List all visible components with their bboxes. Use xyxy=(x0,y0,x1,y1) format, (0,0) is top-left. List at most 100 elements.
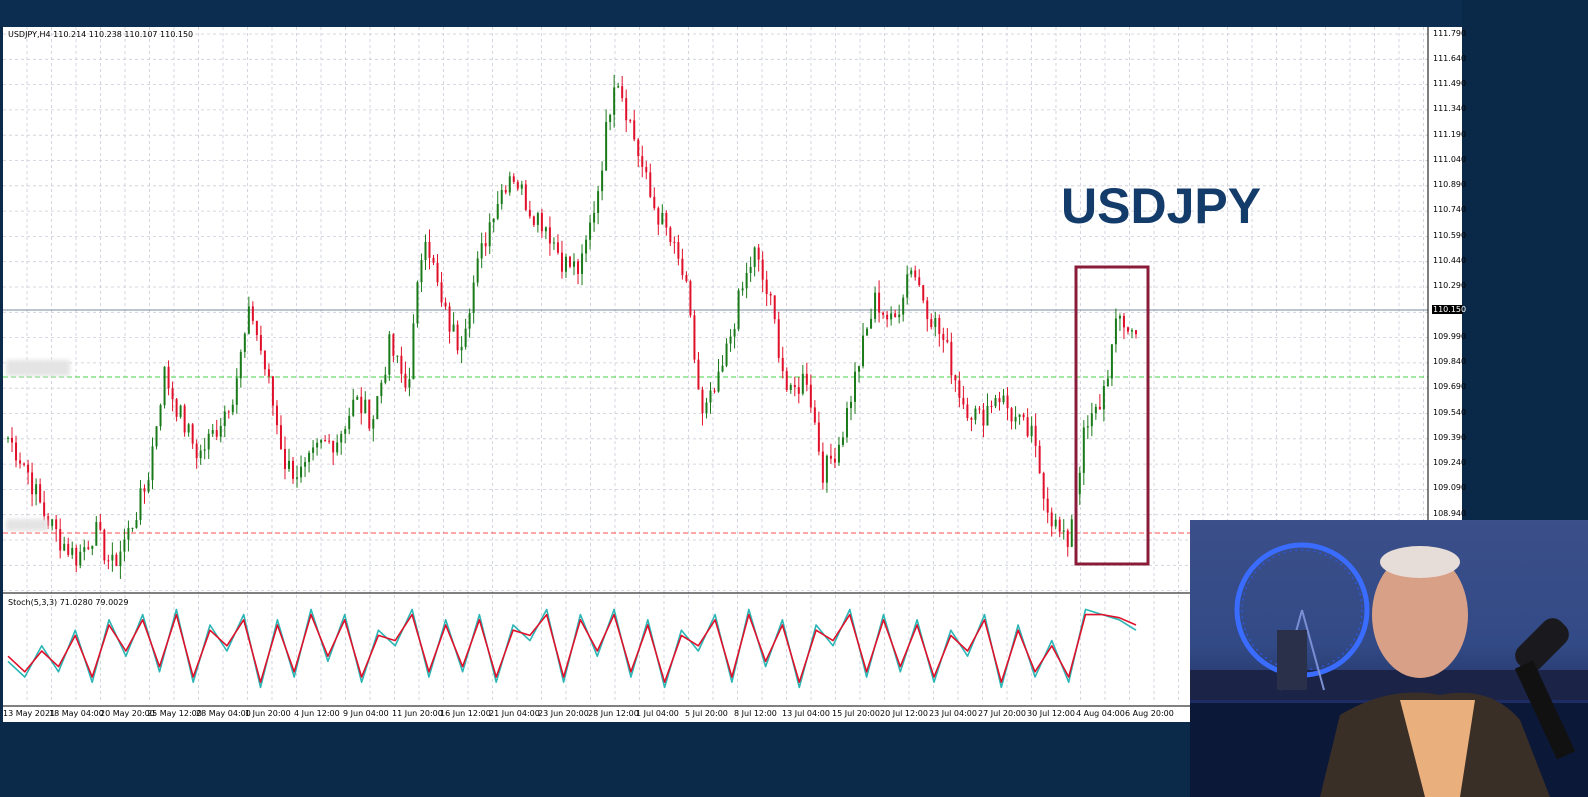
candle-bull xyxy=(287,460,290,469)
candle-bear xyxy=(400,355,403,374)
candle-bull xyxy=(476,258,479,283)
candle-bull xyxy=(316,442,319,448)
candle-bull xyxy=(1078,472,1081,495)
candle-bear xyxy=(43,502,46,517)
candle-bear xyxy=(1034,425,1037,446)
candle-bull xyxy=(1054,519,1057,527)
date-tick: 8 Jul 12:00 xyxy=(734,709,777,718)
candle-bull xyxy=(500,190,503,204)
candle-bear xyxy=(11,437,14,443)
candle-bear xyxy=(1122,315,1125,328)
candle-bull xyxy=(91,545,94,549)
price-tick: 109.240 xyxy=(1433,458,1467,467)
candle-bull xyxy=(898,314,901,318)
stoch-lines xyxy=(7,608,1137,689)
candle-bull xyxy=(1094,406,1097,414)
price-tick: 109.390 xyxy=(1433,433,1467,442)
candle-bull xyxy=(35,484,38,495)
candle-bull xyxy=(7,437,9,439)
date-tick: 18 May 04:00 xyxy=(49,709,104,718)
candle-bear xyxy=(183,405,186,433)
candle-bear xyxy=(360,396,363,414)
candle-bull xyxy=(841,437,844,445)
candle-bull xyxy=(243,333,246,353)
price-tick: 108.940 xyxy=(1433,509,1467,518)
candle-bull xyxy=(147,480,150,492)
candle-bull xyxy=(63,543,66,551)
presenter-face xyxy=(1372,552,1468,678)
candle-bull xyxy=(870,318,873,329)
stoch-label: Stoch(5,3,3) 71.0280 79.0029 xyxy=(8,598,129,607)
date-tick: 1 Jun 20:00 xyxy=(245,709,291,718)
candle-bull xyxy=(753,247,756,267)
candle-bear xyxy=(67,543,70,555)
candle-bear xyxy=(1042,473,1045,499)
candle-bear xyxy=(894,313,897,318)
candle-bull xyxy=(1130,330,1133,332)
candle-bull xyxy=(127,527,130,540)
candle-bear xyxy=(1022,414,1025,418)
candle-bear xyxy=(1066,530,1069,547)
candle-bear xyxy=(524,184,527,210)
candle-bear xyxy=(982,409,985,426)
candle-bear xyxy=(669,227,672,242)
candle-bull xyxy=(199,450,202,459)
candle-bull xyxy=(163,366,166,406)
candle-bear xyxy=(560,252,563,272)
candle-bear xyxy=(404,373,407,388)
candle-bull xyxy=(902,297,905,315)
candle-bull xyxy=(745,273,748,289)
candle-bull xyxy=(119,551,122,567)
candle-bear xyxy=(532,216,535,225)
candle-bull xyxy=(340,433,343,443)
candle-bull xyxy=(496,203,499,219)
price-tick: 109.840 xyxy=(1433,357,1467,366)
candle-bull xyxy=(601,170,604,192)
date-tick: 4 Jun 12:00 xyxy=(294,709,340,718)
candle-bull xyxy=(1002,395,1005,403)
chart-svg[interactable] xyxy=(3,27,1462,722)
candle-bull xyxy=(986,405,989,426)
candle-bear xyxy=(115,554,118,567)
candle-bull xyxy=(376,396,379,420)
candle-bear xyxy=(677,242,680,259)
candle-bull xyxy=(862,335,865,367)
candle-bull xyxy=(1102,385,1105,410)
candle-bull xyxy=(424,241,427,261)
symbol-info: USDJPY,H4 110.214 110.238 110.107 110.15… xyxy=(8,30,194,39)
candle-bull xyxy=(336,442,339,453)
candle-bull xyxy=(384,374,387,383)
candle-bear xyxy=(143,488,146,492)
price-tick: 111.490 xyxy=(1433,79,1467,88)
candle-bear xyxy=(227,411,230,413)
candle-bull xyxy=(573,261,576,267)
candle-bear xyxy=(1135,330,1137,335)
candle-bull xyxy=(613,87,616,115)
candle-bear xyxy=(633,120,636,140)
candles xyxy=(7,74,1137,579)
candle-bull xyxy=(211,430,214,434)
date-tick: 13 May 2021 xyxy=(3,709,56,718)
candle-bear xyxy=(829,455,832,459)
date-tick: 6 Aug 20:00 xyxy=(1125,709,1174,718)
candle-bull xyxy=(480,243,483,259)
candle-bear xyxy=(990,405,993,407)
candle-bear xyxy=(328,440,331,442)
candle-bear xyxy=(55,519,58,530)
candle-bear xyxy=(998,398,1001,403)
candle-bull xyxy=(79,551,82,566)
candle-bull xyxy=(661,212,664,225)
candle-bull xyxy=(396,355,399,357)
candle-bull xyxy=(749,266,752,274)
price-tick: 111.340 xyxy=(1433,104,1467,113)
candle-bull xyxy=(452,324,455,332)
candle-bear xyxy=(665,212,668,228)
highlight-box xyxy=(1074,265,1150,566)
candle-bear xyxy=(27,464,30,473)
candle-bull xyxy=(179,405,182,417)
candle-bear xyxy=(693,315,696,360)
chart-panel[interactable]: USDJPY,H4 110.214 110.238 110.107 110.15… xyxy=(3,27,1466,722)
right-background xyxy=(1462,0,1588,520)
date-tick: 30 Jul 12:00 xyxy=(1027,709,1075,718)
date-tick: 16 Jun 12:00 xyxy=(440,709,491,718)
